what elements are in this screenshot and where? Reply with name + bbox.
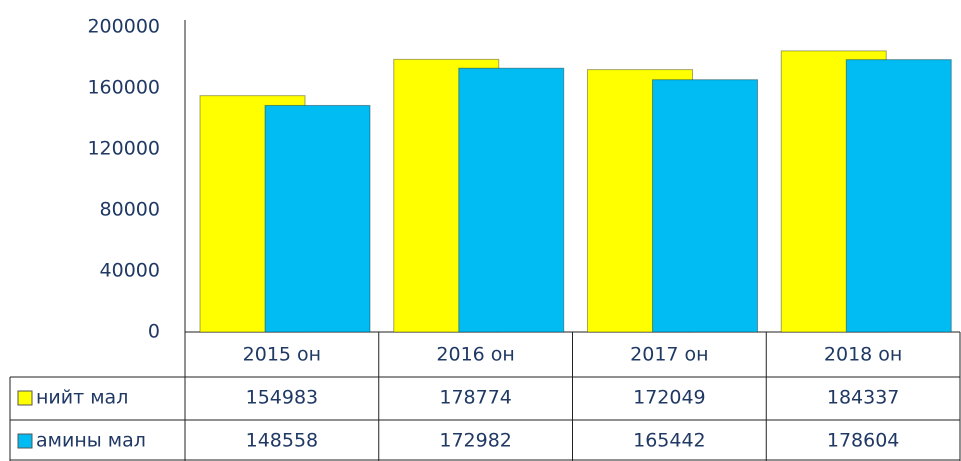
- table-value: 178604: [827, 430, 900, 452]
- table-value: 172982: [439, 430, 512, 452]
- y-tick-label: 80000: [100, 199, 160, 221]
- bar: [264, 104, 371, 333]
- y-tick-label: 200000: [87, 16, 160, 38]
- legend-key: [17, 390, 33, 406]
- x-tick-label: 2015 он: [243, 344, 321, 366]
- bar: [652, 79, 758, 333]
- y-tick-label: 0: [148, 321, 160, 343]
- table-value: 178774: [439, 387, 512, 409]
- table-value: 184337: [827, 387, 900, 409]
- bar: [458, 67, 565, 333]
- legend-label: амины мал: [36, 430, 146, 452]
- table-value: 165442: [633, 430, 706, 452]
- table-value: 172049: [633, 387, 706, 409]
- y-tick-label: 40000: [100, 260, 160, 282]
- x-tick-label: 2016 он: [436, 344, 514, 366]
- bar: [845, 59, 952, 333]
- y-tick-label: 120000: [87, 138, 160, 160]
- x-tick-label: 2017 он: [630, 344, 708, 366]
- legend-key: [17, 433, 33, 449]
- table-value: 148558: [246, 430, 319, 452]
- y-tick-label: 160000: [87, 77, 160, 99]
- x-tick-label: 2018 он: [824, 344, 902, 366]
- table-value: 154983: [246, 387, 319, 409]
- legend-label: нийт мал: [36, 387, 128, 409]
